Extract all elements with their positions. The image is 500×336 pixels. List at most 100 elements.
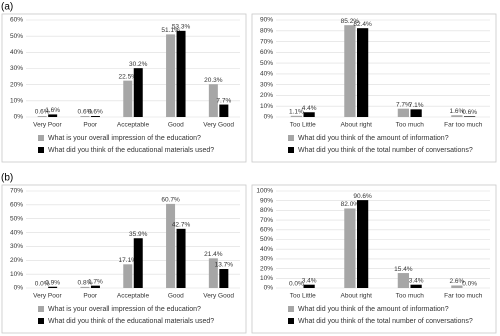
y-tick-label: 60% — [10, 202, 23, 209]
y-tick-label: 90% — [260, 197, 273, 204]
y-tick-label: 50% — [10, 33, 23, 40]
y-tick-label: 30% — [260, 256, 273, 263]
value-label: 42.7% — [172, 222, 191, 229]
y-tick-label: 70% — [260, 217, 273, 224]
x-tick-label: Poor — [83, 122, 98, 129]
x-tick-label: Too Little — [290, 122, 316, 129]
panel-label: (b) — [1, 173, 13, 184]
value-label: 0.0% — [35, 281, 50, 288]
y-tick-label: 80% — [260, 27, 273, 34]
bar — [80, 116, 90, 117]
value-label: 7.7% — [216, 97, 231, 104]
x-tick-label: Too much — [396, 293, 425, 300]
bar — [397, 108, 409, 117]
legend-label: What did you think of the total number o… — [298, 147, 473, 154]
value-label: 0.8% — [78, 280, 93, 287]
x-tick-label: Very Poor — [33, 122, 62, 129]
bar — [357, 28, 369, 118]
value-label: 0.6% — [88, 109, 103, 116]
bar — [208, 258, 218, 288]
legend-swatch — [288, 135, 294, 141]
y-tick-label: 10% — [10, 271, 23, 278]
bar — [90, 285, 100, 288]
bar — [166, 203, 176, 288]
y-tick-label: 90% — [260, 17, 273, 24]
bar — [344, 25, 356, 118]
value-label: 90.6% — [353, 193, 372, 200]
value-label: 60.7% — [161, 197, 180, 204]
value-label: 17.1% — [119, 257, 138, 264]
y-tick-label: 70% — [260, 38, 273, 45]
value-label: 53.3% — [172, 24, 191, 31]
bar — [48, 286, 58, 288]
y-tick-label: 50% — [260, 236, 273, 243]
x-tick-label: Acceptable — [117, 293, 150, 300]
bar — [410, 109, 422, 117]
bar — [397, 273, 409, 288]
bar — [90, 116, 100, 117]
value-label: 22.5% — [119, 73, 138, 80]
value-label: 0.0% — [462, 281, 477, 288]
y-tick-label: 30% — [10, 243, 23, 250]
y-tick-label: 0% — [14, 285, 24, 292]
chart-frame — [251, 13, 497, 163]
x-tick-label: Far too much — [444, 293, 483, 300]
value-label: 13.7% — [215, 262, 234, 269]
legend-swatch — [38, 147, 44, 153]
bar — [80, 286, 90, 288]
y-tick-label: 40% — [260, 71, 273, 78]
y-tick-label: 20% — [10, 81, 23, 88]
bar — [451, 115, 463, 117]
bar — [357, 200, 369, 288]
value-label: 0.9% — [45, 279, 60, 286]
y-tick-label: 10% — [260, 275, 273, 282]
y-tick-label: 60% — [260, 49, 273, 56]
legend-label: What is your overall impression of the e… — [48, 135, 201, 142]
legend-label: What is your overall impression of the e… — [48, 306, 201, 313]
chart-frame — [251, 184, 497, 334]
bar — [133, 238, 143, 288]
x-tick-label: Poor — [83, 293, 98, 300]
legend-swatch — [288, 318, 294, 324]
value-label: 21.4% — [204, 251, 223, 258]
y-tick-label: 50% — [260, 60, 273, 67]
legend-label: What did you think of the amount of info… — [298, 135, 449, 142]
x-tick-label: Acceptable — [117, 122, 150, 129]
legend-swatch — [38, 318, 44, 324]
value-label: 3.4% — [409, 277, 424, 284]
bar — [133, 68, 143, 117]
legend-label: What did you think of the amount of info… — [298, 306, 449, 313]
value-label: 1.6% — [45, 107, 60, 114]
x-tick-label: Very Poor — [33, 293, 62, 300]
value-label: 2.6% — [449, 278, 464, 285]
y-tick-label: 20% — [10, 257, 23, 264]
legend-swatch — [288, 306, 294, 312]
value-label: 35.9% — [129, 231, 148, 238]
y-tick-label: 10% — [10, 98, 23, 105]
bar — [37, 116, 47, 117]
value-label: 51.1% — [161, 27, 180, 34]
x-tick-label: Good — [168, 293, 184, 300]
bar — [303, 284, 315, 288]
y-tick-label: 60% — [260, 227, 273, 234]
legend-label: What did you think of the total number o… — [298, 318, 473, 325]
bar — [344, 208, 356, 288]
y-tick-label: 40% — [10, 49, 23, 56]
bar — [464, 116, 476, 117]
x-tick-label: Very Good — [203, 122, 234, 129]
value-label: 3.4% — [302, 277, 317, 284]
bar — [123, 264, 133, 288]
x-tick-label: About right — [341, 293, 373, 300]
y-tick-label: 40% — [10, 229, 23, 236]
bar — [166, 34, 176, 117]
y-tick-label: 30% — [260, 81, 273, 88]
y-tick-label: 40% — [260, 246, 273, 253]
value-label: 30.2% — [129, 61, 148, 68]
y-tick-label: 0% — [264, 285, 274, 292]
value-label: 0.6% — [462, 109, 477, 116]
y-tick-label: 30% — [10, 65, 23, 72]
y-tick-label: 20% — [260, 265, 273, 272]
chart-frame — [1, 13, 247, 163]
bar — [176, 30, 186, 118]
